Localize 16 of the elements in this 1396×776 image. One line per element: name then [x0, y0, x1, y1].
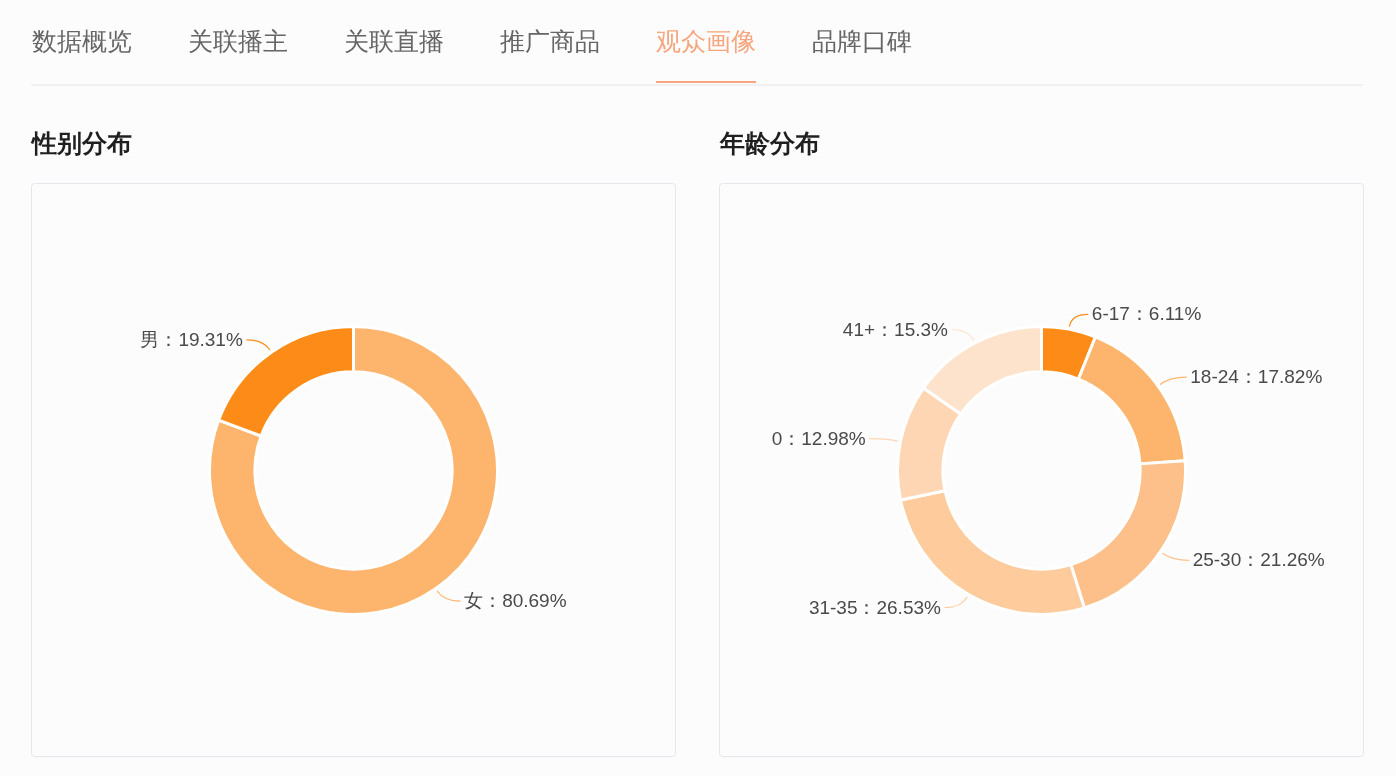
- data-label: 女：80.69%: [464, 590, 567, 612]
- chart-title: 年龄分布: [719, 130, 820, 157]
- tab-label: 推广商品: [500, 28, 600, 55]
- tab-label: 品牌口碑: [812, 28, 912, 55]
- tab-label: 关联播主: [188, 28, 288, 55]
- data-label: 0：12.98%: [771, 427, 866, 449]
- data-label: 25-30：21.26%: [1192, 549, 1325, 571]
- data-label: 6-17：6.11%: [1091, 303, 1202, 325]
- data-label: 18-24：17.82%: [1190, 366, 1323, 388]
- tab-label: 观众画像: [656, 28, 756, 55]
- data-label: 41+：15.3%: [842, 318, 948, 340]
- data-label: 31-35：26.53%: [808, 596, 941, 618]
- tab-label: 数据概览: [32, 28, 132, 55]
- data-label: 男：19.31%: [140, 328, 243, 350]
- tab-label: 关联直播: [344, 28, 444, 55]
- chart-title: 性别分布: [30, 130, 132, 157]
